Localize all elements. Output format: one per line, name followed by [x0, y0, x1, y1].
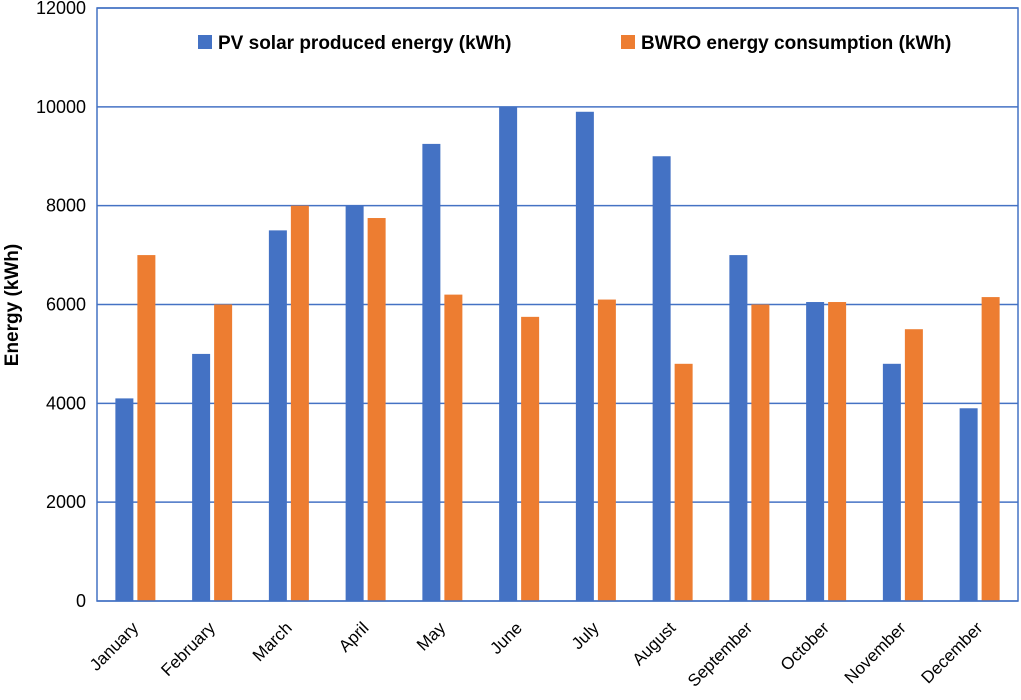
- legend-swatch-pv: [198, 35, 212, 49]
- bar-pv-september: [729, 255, 748, 602]
- plot-area-frame: [96, 7, 1019, 602]
- y-axis-tick-labels: 0 2000 4000 6000 8000 10000 12000: [36, 0, 86, 611]
- x-tick-label: July: [568, 618, 603, 653]
- x-tick-label: December: [918, 618, 987, 687]
- gridlines: [97, 7, 1018, 602]
- bar-bwro-june: [521, 316, 540, 601]
- bar-bwro-march: [290, 205, 309, 601]
- bar-bwro-july: [597, 299, 616, 601]
- y-tick-label: 8000: [46, 196, 86, 216]
- x-tick-label: April: [335, 618, 372, 655]
- y-tick-label: 4000: [46, 393, 86, 413]
- bar-bwro-august: [674, 363, 693, 601]
- legend-swatch-bwro: [621, 35, 635, 49]
- x-tick-label: June: [486, 618, 526, 658]
- bar-bwro-april: [367, 218, 386, 602]
- x-tick-label: November: [841, 618, 910, 687]
- x-tick-label: September: [684, 618, 756, 690]
- x-tick-label: August: [629, 618, 680, 669]
- legend-label-bwro: BWRO energy consumption (kWh): [641, 33, 951, 54]
- y-tick-label: 2000: [46, 492, 86, 512]
- y-axis-title: Energy (kWh): [2, 244, 23, 366]
- bar-bwro-september: [751, 304, 770, 601]
- y-tick-label: 10000: [36, 97, 86, 117]
- x-tick-label: May: [413, 618, 449, 654]
- bar-bwro-january: [137, 255, 156, 602]
- bars: [115, 106, 1000, 602]
- y-tick-label: 0: [76, 591, 86, 611]
- x-tick-label: January: [86, 618, 143, 675]
- bar-pv-march: [268, 230, 287, 601]
- bar-pv-june: [499, 106, 518, 601]
- bar-bwro-october: [828, 302, 847, 601]
- x-tick-label: March: [249, 618, 296, 665]
- y-tick-label: 6000: [46, 295, 86, 315]
- bar-pv-july: [575, 111, 594, 602]
- x-tick-label: October: [777, 618, 833, 674]
- y-tick-label: 12000: [36, 0, 86, 18]
- bar-pv-november: [882, 363, 901, 601]
- legend: PV solar produced energy (kWh) BWRO ener…: [198, 33, 951, 54]
- bar-pv-april: [345, 205, 364, 601]
- legend-label-pv: PV solar produced energy (kWh): [218, 33, 512, 54]
- bar-pv-may: [422, 143, 441, 602]
- bar-pv-december: [959, 408, 978, 601]
- bar-pv-january: [115, 398, 134, 601]
- bar-bwro-may: [444, 294, 463, 601]
- bar-bwro-december: [981, 297, 1000, 601]
- bar-pv-august: [652, 156, 671, 601]
- bar-pv-february: [192, 353, 211, 601]
- bar-bwro-november: [904, 329, 923, 601]
- x-tick-label: February: [157, 618, 219, 680]
- bar-bwro-february: [214, 304, 233, 601]
- bar-pv-october: [806, 302, 825, 601]
- x-axis-category-labels: January February March April May June July Augu…: [86, 618, 987, 691]
